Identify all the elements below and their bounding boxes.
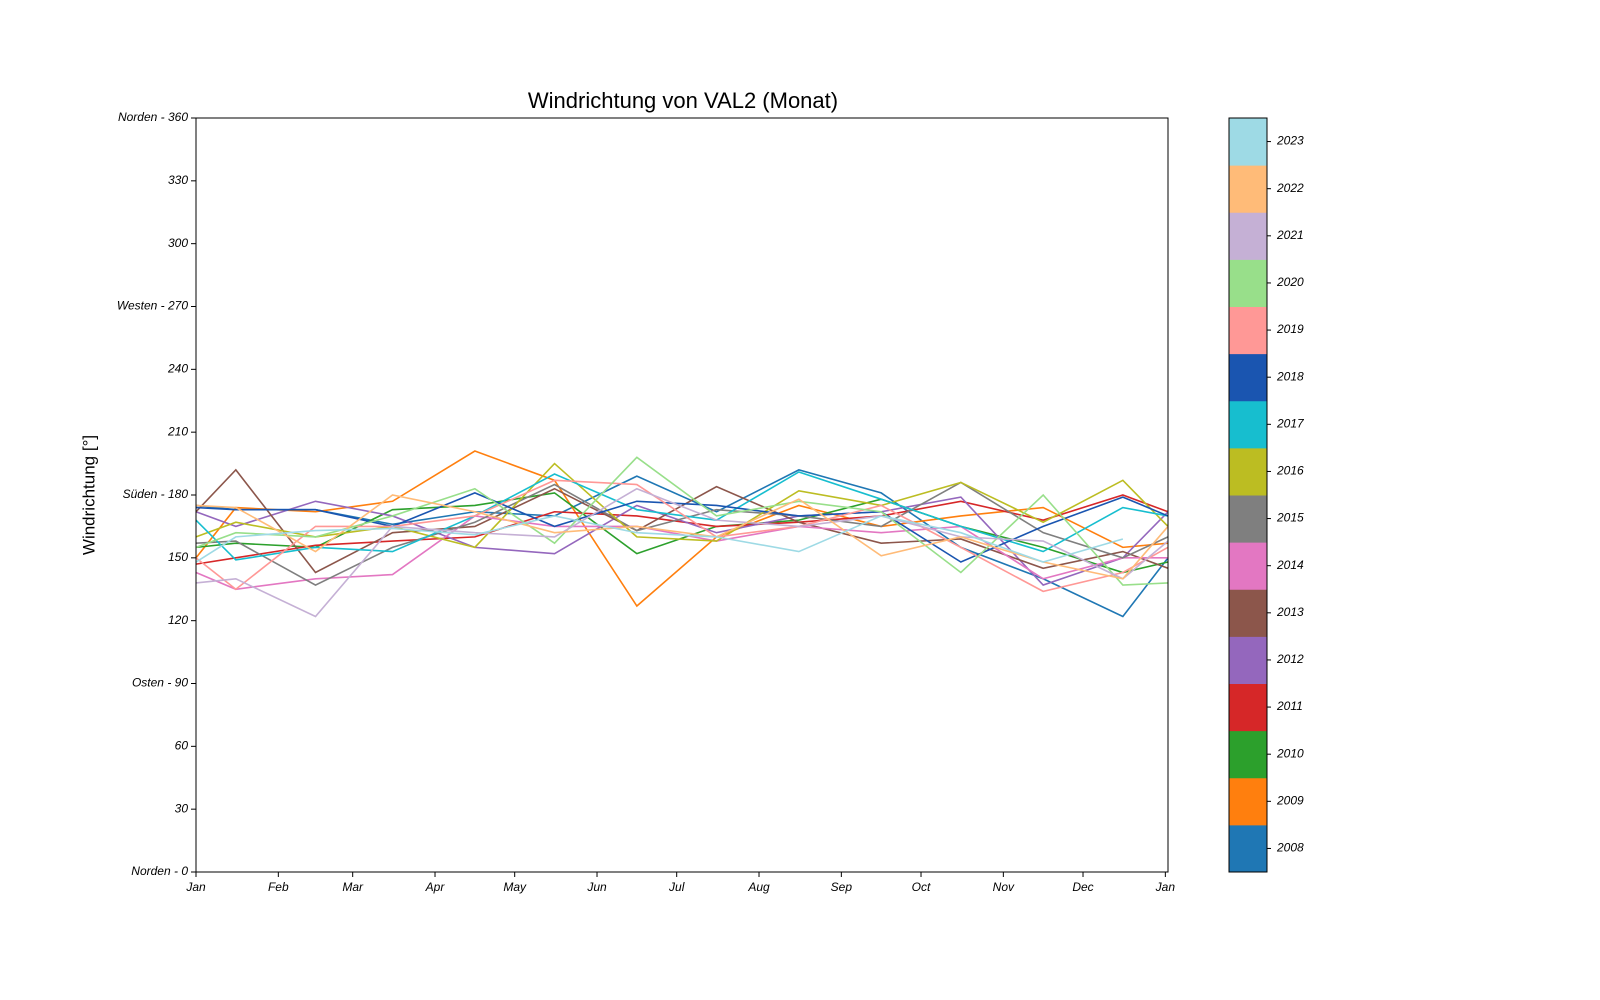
y-tick-label: Norden - 0 (131, 864, 188, 878)
x-tick-label: Jun (586, 880, 607, 894)
legend-label: 2019 (1276, 322, 1304, 336)
legend-label: 2023 (1276, 134, 1304, 148)
legend-label: 2014 (1276, 558, 1304, 572)
x-tick-label: May (503, 880, 527, 894)
y-tick-label: 60 (175, 739, 189, 753)
x-tick-label: Aug (747, 880, 770, 894)
legend-label: 2011 (1276, 699, 1303, 713)
colorbar-swatch (1229, 353, 1267, 402)
colorbar-swatch (1229, 259, 1267, 307)
legend-label: 2008 (1276, 841, 1304, 855)
legend-label: 2017 (1276, 416, 1305, 430)
x-tick-label: Jan (185, 880, 206, 894)
series-line (195, 456, 1169, 586)
colorbar-swatch (1229, 212, 1267, 260)
series-line (195, 487, 1169, 618)
y-tick-label: 30 (175, 801, 189, 815)
series-line (195, 462, 1169, 549)
legend-label: 2022 (1276, 181, 1304, 195)
x-tick-label: Nov (993, 880, 1015, 894)
series-line (195, 468, 1169, 574)
colorbar-frame (1228, 117, 1268, 873)
legend-label: 2012 (1276, 652, 1304, 666)
y-tick-label: Westen - 270 (117, 299, 188, 313)
y-tick-label: 300 (168, 236, 188, 250)
legend-label: 2020 (1276, 275, 1304, 289)
legend-label: 2013 (1276, 605, 1304, 619)
colorbar-swatch (1229, 636, 1267, 684)
series-line (195, 450, 1169, 608)
series-line (195, 481, 1169, 586)
series-line (195, 494, 1169, 565)
colorbar-swatch (1229, 777, 1267, 826)
y-tick-label: 120 (168, 613, 188, 627)
x-tick-label: Mar (342, 880, 364, 894)
y-tick-label: Osten - 90 (132, 676, 188, 690)
x-tick-label: Oct (912, 880, 931, 894)
y-axis-label: Windrichtung [°] (79, 435, 98, 555)
colorbar-swatch (1229, 542, 1267, 590)
series-line (195, 515, 1124, 563)
colorbar-swatch (1229, 118, 1267, 166)
x-tick-label: Jan (1155, 880, 1176, 894)
colorbar-swatch (1229, 447, 1267, 496)
y-tick-label: Norden - 360 (118, 110, 188, 124)
y-tick-label: 330 (168, 173, 188, 187)
y-tick-label: Süden - 180 (123, 487, 189, 501)
colorbar-swatch (1229, 306, 1267, 355)
colorbar-swatch (1229, 495, 1267, 543)
x-tick-label: Feb (268, 880, 289, 894)
legend-label: 2018 (1276, 369, 1304, 383)
series-line (195, 479, 1169, 593)
legend-label: 2010 (1276, 746, 1304, 760)
colorbar-swatch (1229, 683, 1267, 732)
y-tick-label: 210 (167, 424, 188, 438)
colorbar-swatch (1229, 730, 1267, 779)
x-tick-label: Sep (831, 880, 853, 894)
chart-title: Windrichtung von VAL2 (Monat) (528, 88, 838, 113)
colorbar-swatch (1229, 165, 1267, 213)
x-tick-label: Apr (425, 880, 446, 894)
legend-label: 2021 (1276, 228, 1304, 242)
y-tick-label: 240 (167, 362, 188, 376)
x-tick-label: Dec (1072, 880, 1093, 894)
plot-frame (195, 117, 1169, 873)
legend-label: 2016 (1276, 464, 1304, 478)
colorbar-swatch (1229, 824, 1267, 873)
series-line (195, 492, 1169, 563)
legend-label: 2009 (1276, 793, 1304, 807)
legend-label: 2015 (1276, 511, 1304, 525)
x-tick-label: Jul (668, 880, 685, 894)
colorbar-swatch (1229, 589, 1267, 637)
colorbar-swatch (1229, 400, 1267, 449)
series-line (195, 492, 1169, 574)
y-tick-label: 150 (168, 550, 188, 564)
series-line (195, 471, 1169, 561)
